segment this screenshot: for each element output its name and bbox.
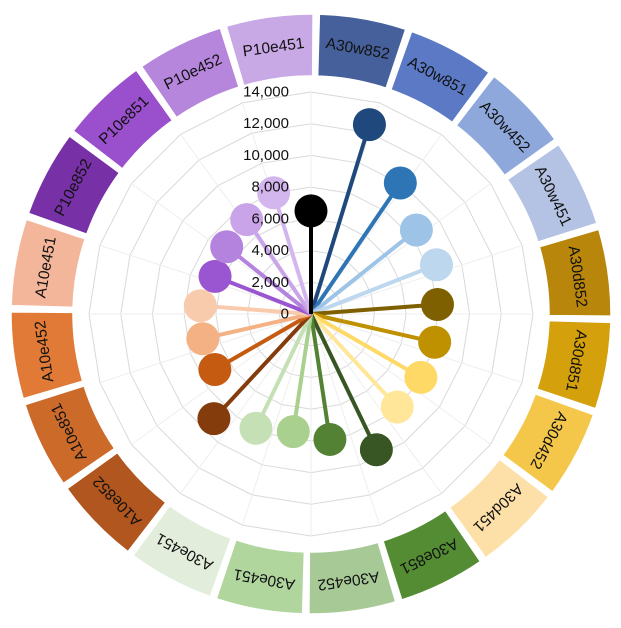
lollipop-stem <box>310 312 422 380</box>
lollipop-head <box>197 402 231 436</box>
lollipop-head <box>380 390 414 424</box>
ring-segment <box>316 13 407 90</box>
ring-segment <box>140 27 240 119</box>
lollipop-head <box>186 322 220 356</box>
ring-segment <box>535 319 612 410</box>
ring-segment <box>506 143 598 243</box>
lollipop-stem <box>309 124 372 315</box>
lollipop-head <box>313 422 347 456</box>
grid-spoke <box>241 313 312 526</box>
ring-segment <box>72 69 174 170</box>
ring-segment <box>389 30 491 124</box>
lollipop-stem <box>310 302 438 316</box>
ring-segment <box>448 458 550 559</box>
axis-tick-label: 14,000 <box>243 84 289 101</box>
lollipop-stem <box>309 313 332 440</box>
lollipop-stem <box>309 228 418 316</box>
ring-segment <box>382 509 482 601</box>
lollipop-head <box>418 325 452 359</box>
ring-segment <box>24 385 116 485</box>
lollipop-stem <box>309 313 379 451</box>
grid-spoke <box>310 313 491 445</box>
grid-spoke <box>310 313 523 384</box>
lollipop-stem <box>310 312 436 345</box>
lollipop-stem <box>310 262 438 316</box>
lollipop-head <box>383 166 417 200</box>
ring-segment <box>225 13 314 87</box>
lollipop-stem <box>214 274 312 316</box>
ring-segment <box>10 218 87 309</box>
lollipop-stem <box>200 303 312 316</box>
lollipop-head <box>404 360 438 394</box>
axis-tick-label: 8,000 <box>251 179 289 196</box>
axis-tick-label: 10,000 <box>243 147 289 164</box>
lollipop-head <box>399 213 433 247</box>
axis-tick-label: 0 <box>281 306 289 323</box>
lollipop-stem <box>254 313 313 430</box>
ring-segment <box>501 392 595 494</box>
lollipop-stem <box>291 313 313 432</box>
axis-tick-label: 12,000 <box>243 115 289 132</box>
ring-segment <box>131 504 233 598</box>
lollipop-stem <box>245 218 313 316</box>
axis-tick-label: 6,000 <box>251 210 289 227</box>
ring-segment <box>455 75 556 177</box>
lollipop-head <box>419 248 453 282</box>
lollipop-head <box>276 415 310 449</box>
lollipop-stem <box>225 245 313 316</box>
ring-segment <box>10 311 84 400</box>
ring-segment <box>66 451 167 553</box>
lollipop-head <box>257 176 291 210</box>
lollipop-stem <box>271 192 313 315</box>
ring-segment <box>538 228 612 317</box>
lollipop-head <box>230 203 264 237</box>
grid-spoke <box>310 244 523 315</box>
lollipop-stem <box>309 181 402 316</box>
lollipop-head <box>352 108 386 142</box>
lollipop-head <box>198 353 232 386</box>
lollipop-stem <box>309 312 399 409</box>
lollipop-stem <box>212 312 313 420</box>
lollipop-head <box>359 433 393 467</box>
grid-spoke <box>180 313 312 494</box>
axis-tick-label: 2,000 <box>251 274 289 291</box>
lollipop-stem <box>202 312 312 341</box>
center-head <box>294 194 328 228</box>
lollipop-head <box>183 289 217 323</box>
lollipop-stem <box>213 312 313 372</box>
ring-segment <box>27 134 121 236</box>
grid-spoke <box>310 313 442 494</box>
lollipop-head <box>210 230 244 264</box>
grid-spoke <box>310 313 381 526</box>
axis-tick-label: 4,000 <box>251 242 289 259</box>
lollipop-head <box>421 288 455 322</box>
ring-segment <box>308 541 397 615</box>
ring-segment <box>215 538 306 615</box>
lollipop-head <box>239 411 273 445</box>
lollipop-head <box>198 259 232 293</box>
